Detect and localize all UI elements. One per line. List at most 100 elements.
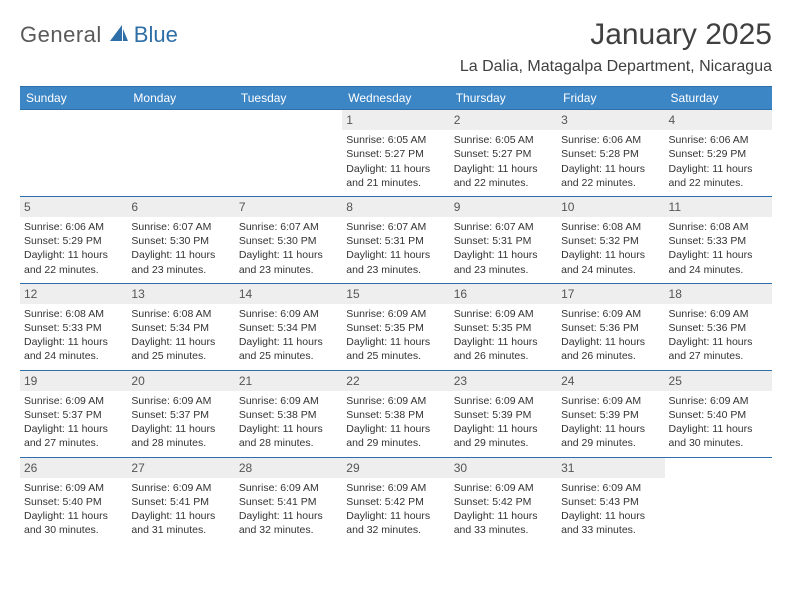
day-number [665, 458, 772, 478]
day-detail-line: Sunrise: 6:09 AM [669, 307, 768, 321]
day-cell: 2Sunrise: 6:05 AMSunset: 5:27 PMDaylight… [450, 110, 557, 196]
day-cell [235, 110, 342, 196]
day-number: 1 [342, 110, 449, 130]
day-detail-line: Sunset: 5:35 PM [346, 321, 445, 335]
day-detail-line: Daylight: 11 hours and 27 minutes. [669, 335, 768, 363]
day-detail-line: Sunrise: 6:09 AM [669, 394, 768, 408]
day-detail-line: Sunrise: 6:05 AM [454, 133, 553, 147]
day-header-cell: Sunday [20, 87, 127, 109]
day-detail-line: Daylight: 11 hours and 28 minutes. [239, 422, 338, 450]
day-detail-line: Sunrise: 6:09 AM [561, 481, 660, 495]
day-detail-line: Daylight: 11 hours and 22 minutes. [669, 162, 768, 190]
day-details: Sunrise: 6:09 AMSunset: 5:37 PMDaylight:… [131, 394, 230, 451]
day-cell: 27Sunrise: 6:09 AMSunset: 5:41 PMDayligh… [127, 458, 234, 544]
day-details: Sunrise: 6:09 AMSunset: 5:40 PMDaylight:… [24, 481, 123, 538]
day-header-cell: Monday [127, 87, 234, 109]
day-cell: 28Sunrise: 6:09 AMSunset: 5:41 PMDayligh… [235, 458, 342, 544]
day-detail-line: Sunrise: 6:09 AM [561, 394, 660, 408]
day-detail-line: Sunrise: 6:06 AM [669, 133, 768, 147]
day-detail-line: Sunrise: 6:09 AM [239, 394, 338, 408]
day-detail-line: Sunrise: 6:09 AM [454, 394, 553, 408]
day-detail-line: Daylight: 11 hours and 33 minutes. [454, 509, 553, 537]
day-detail-line: Sunrise: 6:09 AM [24, 394, 123, 408]
day-header-cell: Saturday [665, 87, 772, 109]
day-number: 14 [235, 284, 342, 304]
day-cell: 1 Sunrise: 6:05 AMSunset: 5:27 PMDaylight… [342, 110, 449, 196]
day-detail-line: Daylight: 11 hours and 23 minutes. [239, 248, 338, 276]
day-cell: 9Sunrise: 6:07 AMSunset: 5:31 PMDaylight… [450, 197, 557, 283]
day-detail-line: Daylight: 11 hours and 29 minutes. [454, 422, 553, 450]
day-detail-line: Daylight: 11 hours and 29 minutes. [346, 422, 445, 450]
day-header-cell: Wednesday [342, 87, 449, 109]
day-detail-line: Sunset: 5:37 PM [131, 408, 230, 422]
day-detail-line: Daylight: 11 hours and 30 minutes. [24, 509, 123, 537]
day-number: 6 [127, 197, 234, 217]
day-detail-line: Sunrise: 6:09 AM [346, 481, 445, 495]
day-detail-line: Sunset: 5:28 PM [561, 147, 660, 161]
day-cell [20, 110, 127, 196]
day-detail-line: Sunset: 5:40 PM [24, 495, 123, 509]
day-detail-line: Sunset: 5:33 PM [669, 234, 768, 248]
day-number: 19 [20, 371, 127, 391]
day-detail-line: Daylight: 11 hours and 26 minutes. [454, 335, 553, 363]
page-title: January 2025 [460, 18, 772, 52]
day-detail-line: Daylight: 11 hours and 26 minutes. [561, 335, 660, 363]
day-detail-line: Daylight: 11 hours and 22 minutes. [24, 248, 123, 276]
day-cell: 30Sunrise: 6:09 AMSunset: 5:42 PMDayligh… [450, 458, 557, 544]
week-row: 26Sunrise: 6:09 AMSunset: 5:40 PMDayligh… [20, 457, 772, 544]
day-number: 11 [665, 197, 772, 217]
day-details: Sunrise: 6:09 AMSunset: 5:41 PMDaylight:… [239, 481, 338, 538]
day-cell: 11Sunrise: 6:08 AMSunset: 5:33 PMDayligh… [665, 197, 772, 283]
day-detail-line: Sunset: 5:39 PM [454, 408, 553, 422]
day-number: 30 [450, 458, 557, 478]
day-details: Sunrise: 6:09 AMSunset: 5:37 PMDaylight:… [24, 394, 123, 451]
day-detail-line: Daylight: 11 hours and 25 minutes. [346, 335, 445, 363]
day-number: 7 [235, 197, 342, 217]
day-cell: 22Sunrise: 6:09 AMSunset: 5:38 PMDayligh… [342, 371, 449, 457]
day-details: Sunrise: 6:08 AMSunset: 5:32 PMDaylight:… [561, 220, 660, 277]
day-detail-line: Sunset: 5:31 PM [346, 234, 445, 248]
day-cell: 8Sunrise: 6:07 AMSunset: 5:31 PMDaylight… [342, 197, 449, 283]
day-detail-line: Daylight: 11 hours and 27 minutes. [24, 422, 123, 450]
day-details: Sunrise: 6:08 AMSunset: 5:33 PMDaylight:… [24, 307, 123, 364]
day-cell: 14Sunrise: 6:09 AMSunset: 5:34 PMDayligh… [235, 284, 342, 370]
day-detail-line: Sunset: 5:29 PM [24, 234, 123, 248]
day-details: Sunrise: 6:06 AMSunset: 5:29 PMDaylight:… [24, 220, 123, 277]
day-details: Sunrise: 6:08 AMSunset: 5:34 PMDaylight:… [131, 307, 230, 364]
day-details: Sunrise: 6:06 AMSunset: 5:28 PMDaylight:… [561, 133, 660, 190]
day-details: Sunrise: 6:05 AMSunset: 5:27 PMDaylight:… [346, 133, 445, 190]
day-cell: 21Sunrise: 6:09 AMSunset: 5:38 PMDayligh… [235, 371, 342, 457]
day-cell: 19 Sunrise: 6:09 AMSunset: 5:37 PMDayligh… [20, 371, 127, 457]
day-number: 25 [665, 371, 772, 391]
day-number: 23 [450, 371, 557, 391]
day-details: Sunrise: 6:07 AMSunset: 5:30 PMDaylight:… [239, 220, 338, 277]
day-cell: 13Sunrise: 6:08 AMSunset: 5:34 PMDayligh… [127, 284, 234, 370]
day-detail-line: Daylight: 11 hours and 24 minutes. [669, 248, 768, 276]
day-number: 4 [665, 110, 772, 130]
day-cell [665, 458, 772, 544]
day-detail-line: Sunrise: 6:08 AM [24, 307, 123, 321]
day-cell: 16Sunrise: 6:09 AMSunset: 5:35 PMDayligh… [450, 284, 557, 370]
day-detail-line: Daylight: 11 hours and 30 minutes. [669, 422, 768, 450]
day-detail-line: Sunset: 5:33 PM [24, 321, 123, 335]
day-cell: 23 Sunrise: 6:09 AMSunset: 5:39 PMDayligh… [450, 371, 557, 457]
day-detail-line: Sunset: 5:41 PM [239, 495, 338, 509]
logo-text-general: General [20, 22, 102, 48]
day-detail-line: Daylight: 11 hours and 31 minutes. [131, 509, 230, 537]
day-cell: 3Sunrise: 6:06 AMSunset: 5:28 PMDaylight… [557, 110, 664, 196]
day-detail-line: Sunrise: 6:09 AM [454, 307, 553, 321]
day-details: Sunrise: 6:09 AMSunset: 5:42 PMDaylight:… [346, 481, 445, 538]
day-number: 16 [450, 284, 557, 304]
day-detail-line: Sunset: 5:27 PM [346, 147, 445, 161]
day-cell: 10Sunrise: 6:08 AMSunset: 5:32 PMDayligh… [557, 197, 664, 283]
day-detail-line: Sunset: 5:36 PM [669, 321, 768, 335]
day-detail-line: Sunset: 5:29 PM [669, 147, 768, 161]
day-detail-line: Daylight: 11 hours and 25 minutes. [239, 335, 338, 363]
day-detail-line: Daylight: 11 hours and 32 minutes. [239, 509, 338, 537]
day-detail-line: Sunset: 5:41 PM [131, 495, 230, 509]
day-detail-line: Sunrise: 6:07 AM [239, 220, 338, 234]
day-detail-line: Sunset: 5:27 PM [454, 147, 553, 161]
day-details: Sunrise: 6:09 AMSunset: 5:38 PMDaylight:… [346, 394, 445, 451]
day-number: 18 [665, 284, 772, 304]
day-cell: 4 Sunrise: 6:06 AMSunset: 5:29 PMDaylight… [665, 110, 772, 196]
